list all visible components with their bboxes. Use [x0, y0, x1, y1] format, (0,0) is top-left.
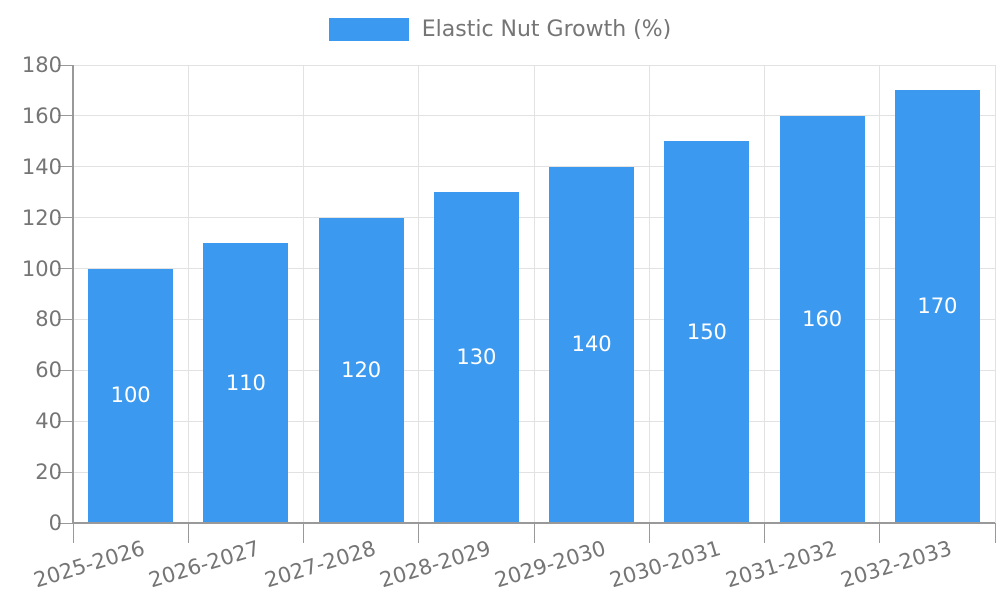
x-axis-tick	[533, 523, 535, 543]
bar[interactable]: 130	[433, 192, 519, 522]
y-axis-tick-label: 60	[35, 358, 62, 383]
bar-value-label: 170	[917, 294, 958, 319]
x-axis-category-label: 2029-2030	[492, 536, 609, 593]
y-axis-tick	[58, 217, 73, 219]
y-axis-tick	[58, 471, 73, 473]
x-axis-tick	[187, 523, 189, 543]
y-axis-tick-label: 20	[35, 460, 62, 485]
bar[interactable]: 160	[779, 115, 865, 522]
legend-label[interactable]: Elastic Nut Growth (%)	[421, 17, 672, 42]
y-axis-line	[72, 65, 74, 523]
y-axis-tick	[58, 522, 73, 524]
bar-value-label: 160	[802, 306, 843, 331]
v-gridline	[533, 65, 535, 523]
y-axis-tick-label: 140	[21, 154, 62, 179]
y-axis-tick-label: 180	[21, 53, 62, 77]
legend-swatch-icon[interactable]	[328, 18, 409, 41]
x-axis-category-label: 2030-2031	[607, 536, 724, 593]
v-gridline	[994, 65, 996, 523]
x-axis-category-label: 2031-2032	[722, 536, 840, 593]
x-axis-category-label: 2028-2029	[376, 536, 494, 593]
bar-value-label: 140	[571, 332, 612, 357]
v-gridline	[648, 65, 650, 523]
bar[interactable]: 100	[88, 268, 174, 522]
x-axis-tick	[764, 523, 765, 543]
y-axis-tick	[58, 420, 73, 422]
v-gridline	[879, 65, 881, 523]
bar[interactable]: 110	[203, 243, 289, 522]
bar-value-label: 130	[456, 345, 497, 370]
y-axis-tick	[58, 369, 73, 371]
bar[interactable]: 120	[318, 217, 404, 522]
bar-value-label: 120	[341, 357, 382, 382]
x-axis-tick	[418, 523, 420, 543]
v-gridline	[764, 65, 765, 523]
y-axis-tick-label: 80	[35, 307, 62, 332]
y-axis-tick-label: 100	[21, 256, 62, 281]
x-axis-category-label: 2027-2028	[261, 536, 379, 593]
y-axis-tick-label: 120	[21, 205, 62, 230]
x-axis-category-label: 2025-2026	[31, 536, 148, 593]
v-gridline	[187, 65, 189, 523]
bar-value-label: 110	[225, 370, 266, 395]
x-axis-tick	[648, 523, 650, 543]
x-axis-category-label: 2032-2033	[837, 536, 955, 593]
y-axis-tick	[58, 166, 73, 168]
x-axis-tick	[303, 523, 304, 543]
bar-value-label: 150	[686, 319, 727, 344]
v-gridline	[418, 65, 420, 523]
chart-legend[interactable]: Elastic Nut Growth (%)	[0, 18, 1000, 41]
y-axis-tick-label: 0	[48, 511, 62, 535]
y-axis-tick	[58, 64, 73, 66]
v-gridline	[303, 65, 304, 523]
bar[interactable]: 140	[549, 166, 635, 522]
bar-value-label: 100	[110, 383, 151, 408]
bar[interactable]: 150	[664, 141, 750, 522]
x-axis-tick	[994, 523, 996, 543]
y-axis-tick-label: 160	[21, 103, 62, 128]
y-axis-tick	[58, 115, 73, 117]
y-axis-tick-label: 40	[35, 409, 62, 434]
x-axis-tick	[72, 523, 74, 543]
x-axis-category-label: 2026-2027	[146, 536, 263, 593]
x-axis-tick	[879, 523, 881, 543]
x-axis-line	[73, 522, 995, 524]
bar[interactable]: 170	[894, 90, 980, 522]
y-axis-tick	[58, 318, 73, 320]
y-axis-tick	[58, 268, 73, 270]
